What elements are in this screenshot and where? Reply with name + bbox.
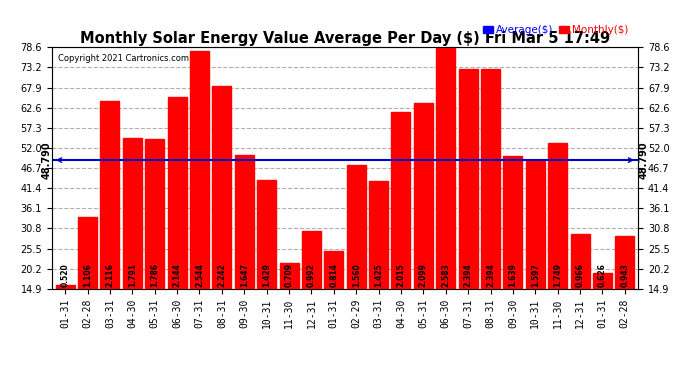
Legend: Average($), Monthly($): Average($), Monthly($) [479, 21, 633, 39]
Bar [145, 139, 164, 345]
Text: 2.394: 2.394 [464, 263, 473, 287]
Bar [615, 236, 634, 345]
Bar [324, 251, 344, 345]
Text: 0.992: 0.992 [307, 263, 316, 287]
Text: Copyright 2021 Cartronics.com: Copyright 2021 Cartronics.com [58, 54, 188, 63]
Text: 0.520: 0.520 [61, 263, 70, 287]
Text: 0.943: 0.943 [620, 263, 629, 287]
Bar [436, 46, 455, 345]
Bar [369, 181, 388, 345]
Bar [481, 69, 500, 345]
Text: 1.791: 1.791 [128, 263, 137, 287]
Bar [257, 180, 276, 345]
Text: 2.116: 2.116 [106, 263, 115, 287]
Title: Monthly Solar Energy Value Average Per Day ($) Fri Mar 5 17:49: Monthly Solar Energy Value Average Per D… [80, 31, 610, 46]
Text: 1.647: 1.647 [239, 263, 249, 287]
Text: 1.749: 1.749 [553, 263, 562, 287]
Bar [346, 165, 366, 345]
Text: 1.425: 1.425 [374, 263, 383, 287]
Text: 1.560: 1.560 [352, 263, 361, 287]
Text: 1.597: 1.597 [531, 263, 540, 287]
Text: 0.966: 0.966 [575, 263, 584, 287]
Bar [302, 231, 321, 345]
Bar [526, 160, 545, 345]
Text: 2.144: 2.144 [172, 263, 181, 287]
Bar [279, 263, 299, 345]
Bar [101, 100, 119, 345]
Bar [235, 155, 254, 345]
Text: 0.814: 0.814 [329, 263, 338, 287]
Bar [593, 273, 612, 345]
Text: 48.790: 48.790 [41, 141, 51, 179]
Text: 1.106: 1.106 [83, 263, 92, 287]
Text: 2.544: 2.544 [195, 263, 204, 287]
Bar [168, 98, 186, 345]
Text: 1.639: 1.639 [509, 263, 518, 287]
Bar [548, 143, 567, 345]
Bar [213, 86, 231, 345]
Bar [78, 217, 97, 345]
Bar [123, 138, 142, 345]
Bar [571, 234, 589, 345]
Text: 2.394: 2.394 [486, 263, 495, 287]
Text: 1.429: 1.429 [262, 263, 271, 287]
Text: 1.786: 1.786 [150, 263, 159, 287]
Text: 48.790: 48.790 [639, 141, 649, 179]
Bar [504, 156, 522, 345]
Text: 2.242: 2.242 [217, 263, 226, 287]
Bar [459, 69, 477, 345]
Bar [190, 51, 209, 345]
Text: 2.015: 2.015 [397, 263, 406, 287]
Bar [414, 103, 433, 345]
Bar [56, 285, 75, 345]
Bar [391, 112, 411, 345]
Text: 0.709: 0.709 [284, 263, 293, 287]
Text: 2.099: 2.099 [419, 263, 428, 287]
Text: 0.626: 0.626 [598, 263, 607, 287]
Text: 2.583: 2.583 [441, 263, 451, 287]
